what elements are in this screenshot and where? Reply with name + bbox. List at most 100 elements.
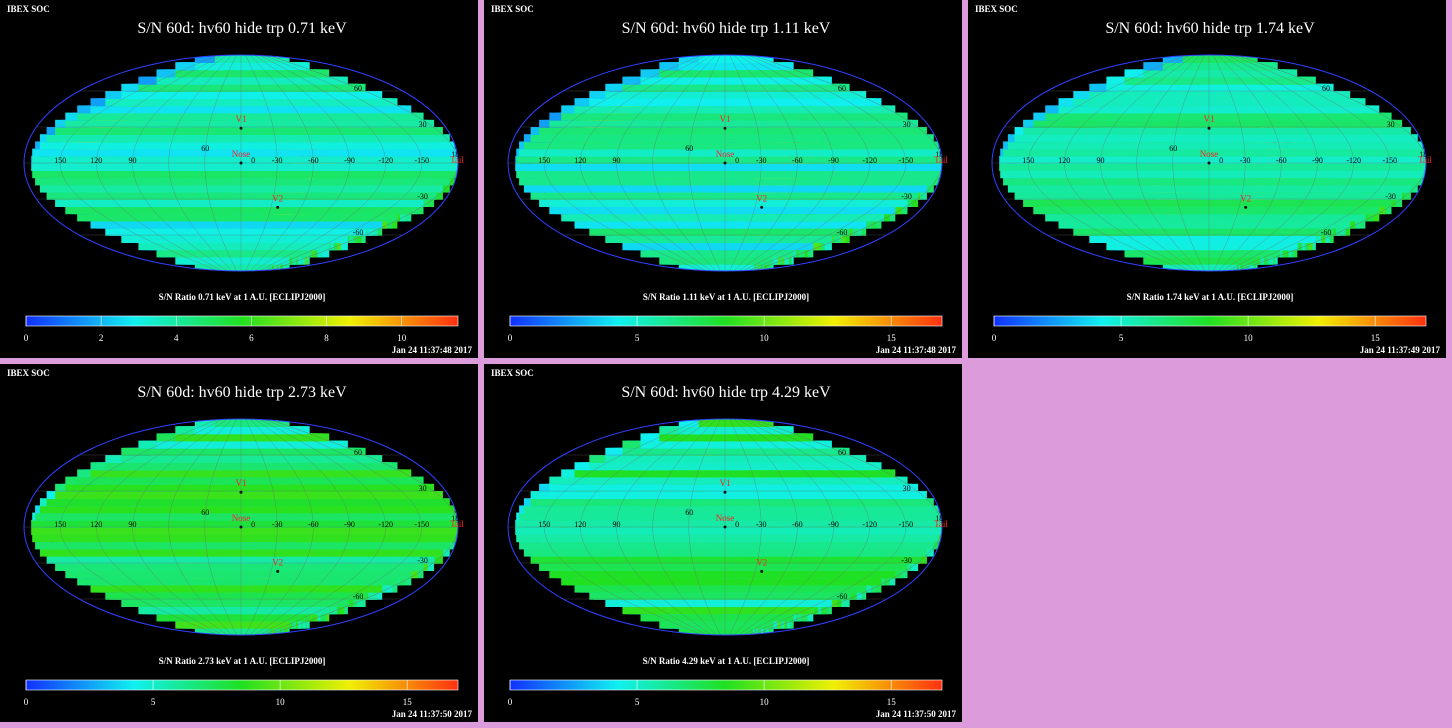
longitude-label: -60	[308, 520, 319, 529]
longitude-label: -150	[414, 156, 429, 165]
marker-label: Nose	[1200, 149, 1219, 159]
latitude-label: -60	[1321, 228, 1332, 237]
colorbar-tick-label: 10	[1244, 333, 1254, 343]
marker-dot	[239, 161, 243, 165]
marker-label: Tail	[1418, 155, 1432, 165]
graticule	[508, 55, 942, 271]
marker-dot	[276, 569, 280, 573]
marker-dot	[239, 126, 243, 130]
map-title: S/N 60d: hv60 hide trp 4.29 keV	[621, 384, 831, 401]
sky-map-panel: IBEX SOC S/N 60d: hv60 hide trp 4.29 keV 6…	[484, 364, 962, 722]
longitude-label: 120	[90, 156, 102, 165]
marker-label: Tail	[934, 519, 948, 529]
longitude-label: 150	[54, 520, 66, 529]
marker-dot	[1207, 126, 1211, 130]
colorbar-tick-label: 4	[174, 333, 179, 343]
latitude-label: 60	[354, 84, 362, 93]
marker-dot	[239, 525, 243, 529]
organization-label: IBEX SOC	[7, 368, 50, 378]
map-outline	[507, 54, 943, 272]
colorbar-tick-label: 0	[508, 333, 513, 343]
marker-dot	[723, 525, 727, 529]
marker-dot	[723, 161, 727, 165]
marker-label: V1	[720, 478, 731, 488]
longitude-label: 150	[54, 156, 66, 165]
organization-label: IBEX SOC	[7, 4, 50, 14]
longitude-label: 0	[735, 156, 739, 165]
marker-label: V1	[236, 114, 247, 124]
map-outline	[507, 418, 943, 636]
colorbar	[509, 679, 943, 691]
latitude-label: -60	[353, 592, 364, 601]
colorbar-tick-label: 15	[887, 333, 897, 343]
colorbar	[993, 315, 1427, 327]
colorbar-tick-label: 10	[397, 333, 407, 343]
marker-label: V1	[720, 114, 731, 124]
longitude-label: 60	[201, 144, 209, 153]
longitude-label: 60	[685, 144, 693, 153]
longitude-label: -150	[898, 520, 913, 529]
longitude-label: 60	[1169, 144, 1177, 153]
organization-label: IBEX SOC	[975, 4, 1018, 14]
colorbar-title: S/N Ratio 0.71 keV at 1 A.U. [ECLIPJ2000…	[158, 292, 326, 302]
colorbar-tick-label: 6	[249, 333, 254, 343]
latitude-label: 60	[838, 84, 846, 93]
latitude-label: 60	[354, 448, 362, 457]
sky-map-panel: IBEX SOC S/N 60d: hv60 hide trp 1.11 keV 6…	[484, 0, 962, 358]
marker-dot	[760, 569, 764, 573]
colorbar-tick-label: 0	[24, 697, 29, 707]
colorbar-tick-label: 15	[1371, 333, 1381, 343]
latitude-label: -60	[353, 228, 364, 237]
longitude-label: 180	[935, 150, 947, 159]
colorbar-tick-label: 10	[276, 697, 286, 707]
longitude-label: 90	[1097, 156, 1105, 165]
longitude-label: -60	[792, 156, 803, 165]
marker-dot	[276, 205, 280, 209]
organization-label: IBEX SOC	[491, 368, 534, 378]
latitude-label: -60	[837, 592, 848, 601]
longitude-label: -90	[828, 520, 839, 529]
longitude-label: 0	[735, 520, 739, 529]
marker-label: Nose	[716, 513, 735, 523]
marker-label: Tail	[934, 155, 948, 165]
map-outline	[23, 54, 459, 272]
map-title: S/N 60d: hv60 hide trp 1.74 keV	[1105, 20, 1315, 37]
marker-label: V1	[1204, 114, 1215, 124]
colorbar-title: S/N Ratio 2.73 keV at 1 A.U. [ECLIPJ2000…	[158, 656, 326, 666]
marker-label: Tail	[450, 155, 464, 165]
longitude-label: 180	[451, 514, 463, 523]
colorbar-tick-label: 10	[760, 333, 770, 343]
colorbar-tick-label: 5	[635, 333, 640, 343]
marker-label: V2	[272, 557, 283, 567]
colorbar-tick-label: 5	[151, 697, 156, 707]
marker-label: V2	[756, 193, 767, 203]
marker-dot	[723, 490, 727, 494]
timestamp: Jan 24 11:37:48 2017	[391, 345, 472, 355]
timestamp: Jan 24 11:37:50 2017	[875, 709, 956, 719]
longitude-label: -120	[378, 520, 393, 529]
colorbar-tick-label: 5	[1119, 333, 1124, 343]
sky-map-panel: IBEX SOC S/N 60d: hv60 hide trp 0.71 keV 6…	[0, 0, 478, 358]
colorbar-tick-label: 2	[99, 333, 104, 343]
map-title: S/N 60d: hv60 hide trp 0.71 keV	[137, 20, 347, 37]
marker-dot	[239, 490, 243, 494]
latitude-label: -30	[1385, 192, 1396, 201]
latitude-label: 30	[903, 484, 911, 493]
colorbar-tick-label: 8	[324, 333, 329, 343]
longitude-label: 0	[251, 520, 255, 529]
colorbar-tick-label: 0	[508, 697, 513, 707]
longitude-label: -30	[1240, 156, 1251, 165]
latitude-label: -30	[417, 192, 428, 201]
organization-label: IBEX SOC	[491, 4, 534, 14]
longitude-label: 90	[613, 156, 621, 165]
longitude-label: 180	[1419, 150, 1431, 159]
colorbar-tick-label: 0	[992, 333, 997, 343]
longitude-label: 150	[538, 156, 550, 165]
colorbar-tick-label: 15	[403, 697, 413, 707]
sky-map-pixels	[999, 55, 1426, 271]
marker-dot	[723, 126, 727, 130]
marker-label: V1	[236, 478, 247, 488]
